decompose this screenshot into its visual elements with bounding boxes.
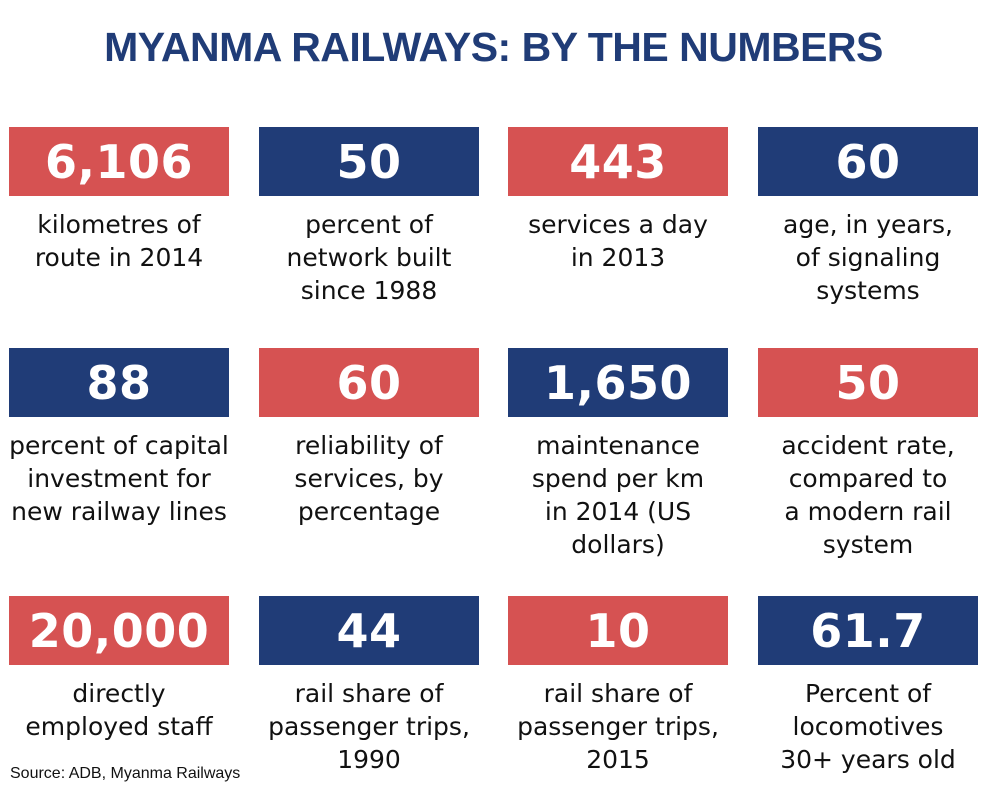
stat-card-staff: 20,000 directly employed staff	[9, 596, 229, 743]
stat-value-box: 61.7	[758, 596, 978, 665]
stat-value-box: 20,000	[9, 596, 229, 665]
stat-value-box: 50	[758, 348, 978, 417]
stat-value-box: 88	[9, 348, 229, 417]
stat-caption: Percent of locomotives 30+ years old	[780, 679, 956, 774]
stat-value-box: 50	[259, 127, 479, 196]
stat-card-reliability: 60 reliability of services, by percentag…	[259, 348, 479, 528]
stat-caption: rail share of passenger trips, 1990	[268, 679, 470, 774]
stat-card-services-per-day: 443 services a day in 2013	[508, 127, 728, 274]
stat-card-locomotive-age: 61.7 Percent of locomotives 30+ years ol…	[758, 596, 978, 776]
page-title: MYANMA RAILWAYS: BY THE NUMBERS	[104, 24, 883, 70]
stat-caption: services a day in 2013	[528, 210, 708, 272]
stat-value-box: 10	[508, 596, 728, 665]
source-note: Source: ADB, Myanma Railways	[10, 765, 241, 782]
stat-card-network-built: 50 percent of network built since 1988	[259, 127, 479, 307]
stat-caption: age, in years, of signaling systems	[783, 210, 953, 305]
stat-caption: percent of network built since 1988	[286, 210, 452, 305]
stat-caption: kilometres of route in 2014	[34, 210, 204, 272]
stat-card-route-km: 6,106 kilometres of route in 2014	[9, 127, 229, 274]
stat-caption: accident rate, compared to a modern rail…	[781, 431, 955, 559]
stat-value-box: 6,106	[9, 127, 229, 196]
stat-caption: percent of capital investment for new ra…	[9, 431, 229, 526]
stat-value-box: 1,650	[508, 348, 728, 417]
stat-caption: directly employed staff	[25, 679, 213, 741]
stat-value-box: 60	[758, 127, 978, 196]
stat-caption: reliability of services, by percentage	[294, 431, 444, 526]
stat-card-accident-rate: 50 accident rate, compared to a modern r…	[758, 348, 978, 561]
stat-caption: maintenance spend per km in 2014 (US dol…	[531, 431, 705, 559]
stat-value-box: 44	[259, 596, 479, 665]
stat-value-box: 60	[259, 348, 479, 417]
stat-card-rail-share-1990: 44 rail share of passenger trips, 1990	[259, 596, 479, 776]
stat-card-capital-investment: 88 percent of capital investment for new…	[9, 348, 229, 528]
stat-card-signaling-age: 60 age, in years, of signaling systems	[758, 127, 978, 307]
stat-value-box: 443	[508, 127, 728, 196]
stat-card-rail-share-2015: 10 rail share of passenger trips, 2015	[508, 596, 728, 776]
stat-caption: rail share of passenger trips, 2015	[517, 679, 719, 774]
stat-card-maintenance-spend: 1,650 maintenance spend per km in 2014 (…	[508, 348, 728, 561]
